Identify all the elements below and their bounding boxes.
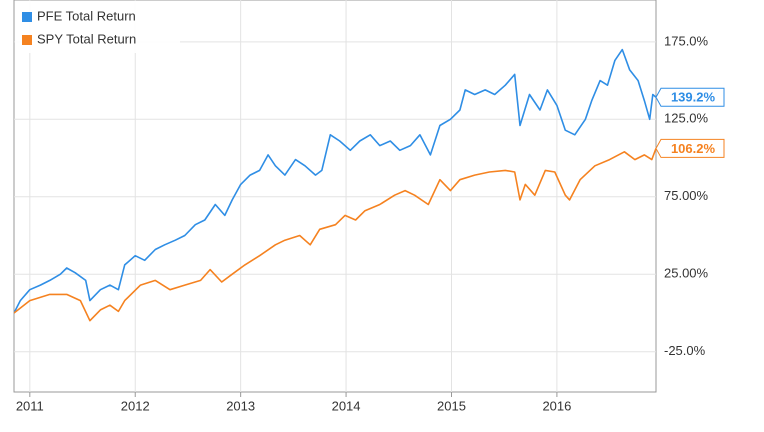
- series-line: [14, 48, 656, 314]
- legend-label: SPY Total Return: [37, 31, 136, 46]
- y-tick-label: 125.0%: [664, 111, 709, 126]
- end-label-box: [655, 87, 725, 107]
- legend-swatch: [22, 35, 32, 45]
- legend-swatch: [22, 12, 32, 22]
- legend: PFE Total Return SPY Total Return: [15, 1, 180, 53]
- end-label: 139.2%: [671, 90, 716, 105]
- end-label-box: [655, 138, 725, 158]
- x-tick-label: 2016: [542, 398, 571, 413]
- y-tick-label: 175.0%: [664, 33, 709, 48]
- x-tick-label: 2013: [226, 398, 255, 413]
- legend-bg: [15, 1, 180, 53]
- x-tick-label: 2015: [437, 398, 466, 413]
- x-tick-label: 2011: [16, 398, 44, 413]
- legend-label: PFE Total Return: [37, 8, 136, 23]
- series-line: [14, 148, 656, 322]
- x-tick-label: 2012: [121, 398, 150, 413]
- end-label: 106.2%: [671, 141, 716, 156]
- y-tick-label: -25.0%: [664, 343, 706, 358]
- y-tick-label: 75.00%: [664, 188, 709, 203]
- y-tick-label: 25.00%: [664, 266, 709, 281]
- plot-area: [13, 0, 657, 393]
- x-tick-label: 2014: [332, 398, 361, 413]
